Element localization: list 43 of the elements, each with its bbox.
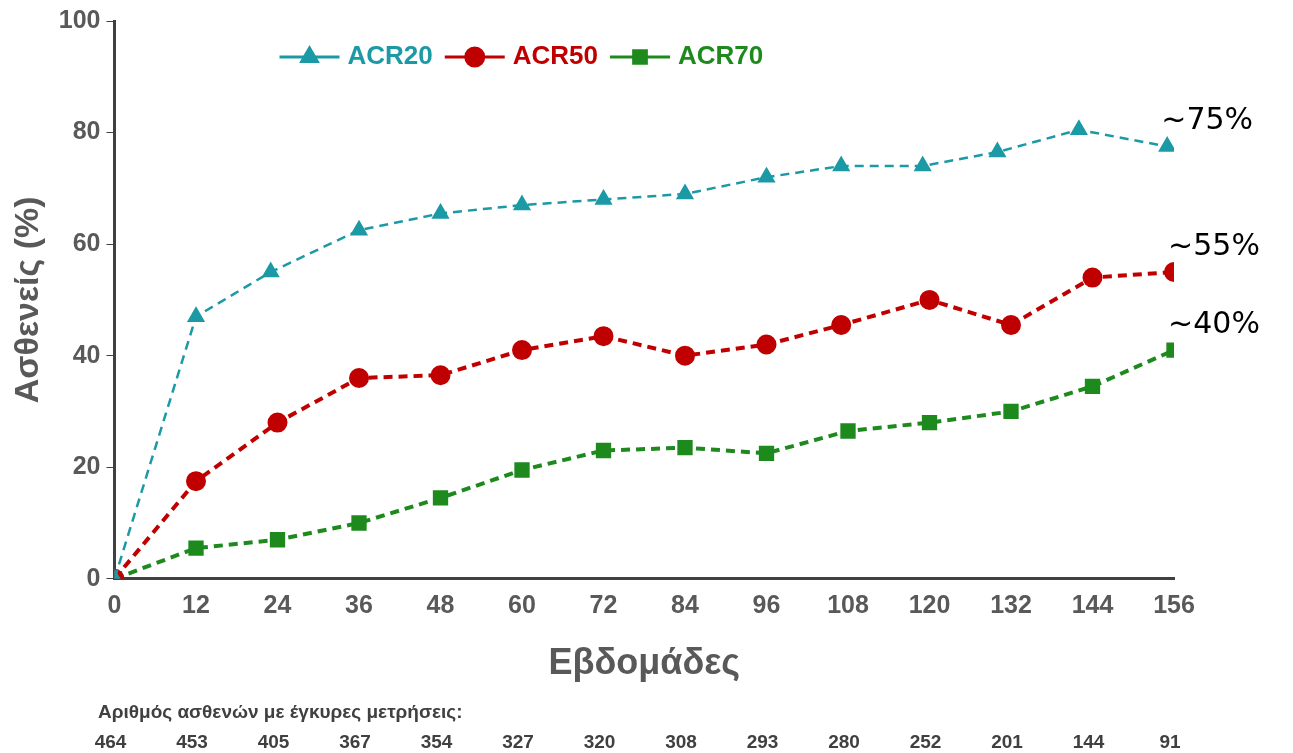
x-tick-label: 84	[671, 589, 699, 618]
x-tick-label: 156	[1153, 589, 1195, 618]
text: 280	[828, 731, 860, 753]
legend-label: ACR20	[347, 40, 433, 71]
text: 320	[583, 731, 616, 753]
x-tick-label: 12	[182, 589, 210, 618]
x-tick-label: 72	[589, 589, 618, 618]
x-tick-label: 36	[345, 589, 373, 618]
text: 464	[94, 731, 127, 753]
y-tick-label: 20	[72, 451, 101, 480]
y-tick-label: 80	[72, 116, 101, 145]
y-tick-label: 60	[72, 228, 101, 257]
x-tick-label: 120	[908, 589, 951, 618]
x-tick-label: 144	[1071, 589, 1114, 618]
text: 91	[1159, 731, 1181, 753]
x-tick-label: 0	[107, 589, 122, 618]
x-tick-label: 96	[752, 589, 781, 618]
annotation: ~75%	[1161, 101, 1254, 137]
text: 293	[746, 731, 779, 753]
text: 367	[339, 731, 371, 753]
text: 453	[176, 731, 208, 753]
text: 327	[502, 731, 534, 753]
y-axis-title: Ασθενείς (%)	[6, 196, 45, 404]
x-tick-label: 48	[426, 589, 455, 618]
annotation: ~55%	[1168, 226, 1260, 262]
text: 354	[420, 731, 453, 753]
legend-label: ACR70	[678, 40, 764, 71]
y-tick-label: 40	[72, 339, 101, 368]
legend-label: ACR50	[512, 40, 599, 71]
x-tick-label: 108	[827, 589, 869, 618]
text: 252	[909, 731, 942, 753]
text: 308	[665, 731, 697, 753]
text: Αριθμός ασθενών με έγκυρες μετρήσεις:	[98, 701, 463, 723]
y-tick-label: 0	[86, 562, 101, 591]
text: 405	[257, 731, 290, 753]
y-tick-label: 100	[58, 4, 101, 33]
text: 144	[1072, 731, 1105, 753]
annotation: ~40%	[1168, 304, 1260, 340]
text: 201	[991, 731, 1023, 753]
x-tick-label: 60	[508, 589, 536, 618]
x-axis-title: Εβδομάδες	[548, 641, 741, 683]
x-tick-label: 132	[990, 589, 1032, 618]
x-tick-label: 24	[263, 589, 292, 618]
